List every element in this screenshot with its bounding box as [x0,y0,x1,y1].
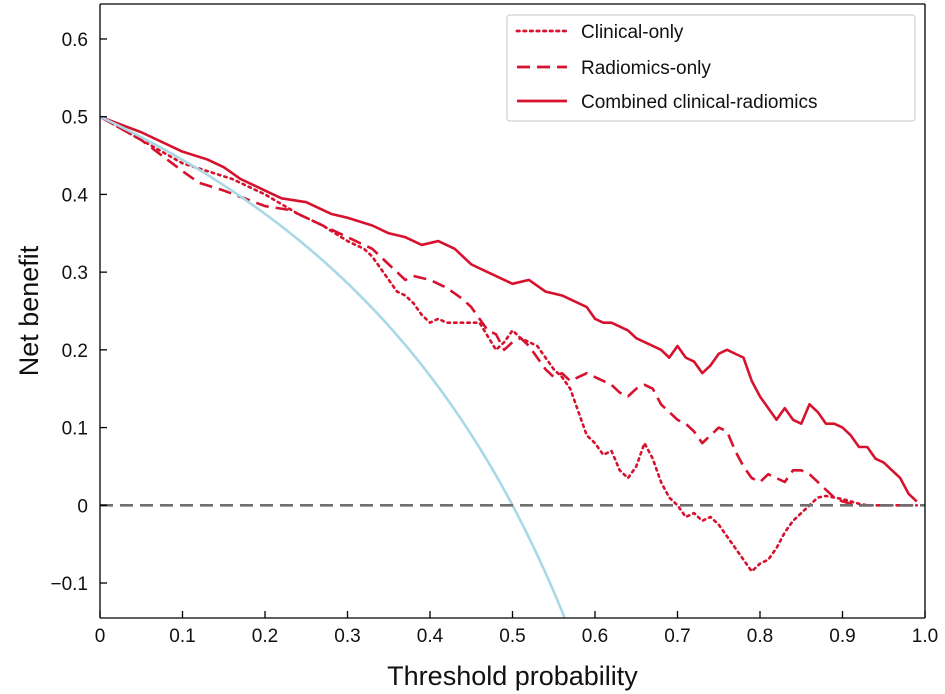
x-tick-label: 0.1 [169,626,195,647]
x-tick-label: 0.8 [747,626,773,647]
y-tick-label: 0.4 [62,185,89,206]
series-radiomics-only [100,115,917,507]
x-tick-label: 0.2 [252,626,278,647]
x-axis-title: Threshold probability [387,661,638,691]
x-tick-label: 0.5 [499,626,525,647]
x-tick-label: 0.3 [334,626,360,647]
series-treat-all-curve [100,115,567,618]
y-tick-label: 0.2 [62,341,88,362]
y-tick-label: 0.5 [62,108,88,129]
axes-layer [99,3,926,619]
x-tick-label: 1.0 [912,626,938,647]
x-tick-label: 0.7 [664,626,690,647]
series-clinical-only [100,115,919,573]
x-tick-label: 0.9 [829,626,855,647]
legend-label-radiomics-only: Radiomics-only [581,58,711,79]
series-combined [100,115,918,503]
y-tick-label: −0.1 [50,574,88,595]
x-tick-label: 0 [95,626,106,647]
y-tick-label: 0.6 [62,30,88,51]
y-tick-label: 0.1 [62,419,88,440]
series-layer [100,115,925,618]
y-tick-label: 0 [77,496,88,517]
legend: Clinical-only Radiomics-only Combined cl… [506,14,916,122]
x-tick-label: 0.6 [582,626,608,647]
x-tick-label: 0.4 [417,626,444,647]
legend-box [506,14,916,122]
legend-label-combined: Combined clinical-radiomics [581,92,818,113]
y-tick-label: 0.3 [62,263,88,284]
legend-label-clinical-only: Clinical-only [581,22,684,43]
ticks-layer: 0 0.1 0.2 0.3 0.4 0.5 0.6 0.7 0.8 0.9 1.0 −0.1 0 0.1 0… [50,30,938,647]
y-axis-title: Net benefit [14,245,44,376]
